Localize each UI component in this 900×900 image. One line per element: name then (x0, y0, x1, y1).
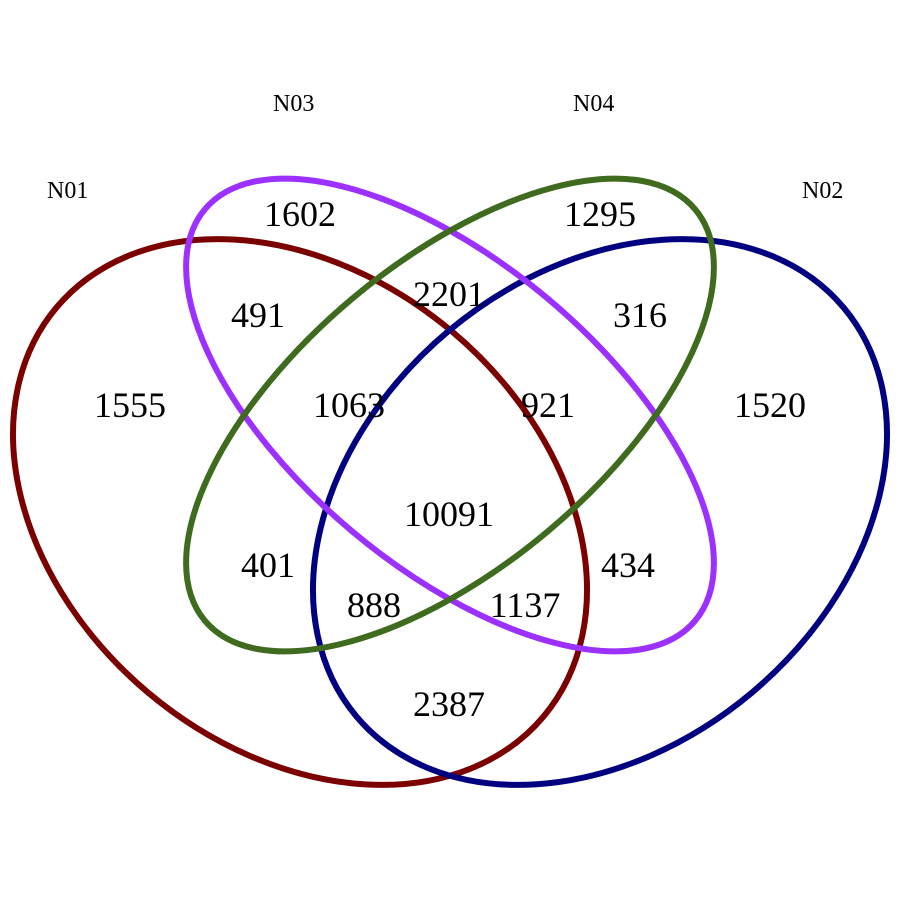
region-n02-n03: 434 (601, 545, 655, 585)
region-n04-only: 1295 (564, 194, 636, 234)
region-all-four: 10091 (404, 494, 494, 534)
region-n03-n04: 2201 (413, 274, 485, 314)
set-n01-ellipse (10, 236, 590, 788)
region-n01-n03: 491 (231, 295, 285, 335)
region-n02-n04: 316 (613, 295, 667, 335)
set-label-n03: N03 (273, 91, 314, 117)
set-n02-ellipse (310, 236, 890, 788)
region-n01-n02: 2387 (413, 684, 485, 724)
set-label-n04: N04 (573, 91, 614, 117)
region-n02-n03-n04: 921 (521, 385, 575, 425)
region-n02-only: 1520 (734, 385, 806, 425)
set-label-n01: N01 (47, 178, 88, 204)
set-n03-ellipse (183, 175, 717, 655)
region-n01-n02-n04: 888 (347, 585, 401, 625)
region-n01-n02-n03: 1137 (490, 585, 561, 625)
set-n04-ellipse (183, 175, 717, 655)
set-label-n02: N02 (802, 178, 843, 204)
region-n01-only: 1555 (94, 385, 166, 425)
region-n03-only: 1602 (264, 194, 336, 234)
region-n01-n03-n04: 1063 (313, 385, 385, 425)
region-n01-n04: 401 (241, 545, 295, 585)
